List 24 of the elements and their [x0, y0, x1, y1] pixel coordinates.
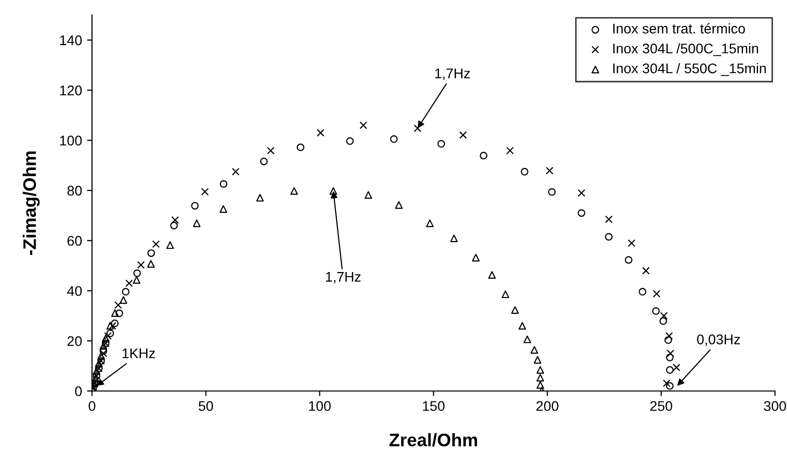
legend-label: Inox 304L / 550C _15min [613, 63, 766, 76]
annotation: 1,7Hz [435, 68, 470, 80]
y-tick-label: 60 [68, 236, 82, 246]
annotation: 1KHz [122, 348, 155, 358]
x-tick-label: 200 [536, 401, 558, 411]
x-tick-label: 50 [198, 401, 214, 411]
y-tick-label: 140 [60, 35, 82, 46]
x-tick-label: 100 [309, 401, 331, 411]
y-tick-label: 80 [67, 186, 82, 196]
annotation: 0,03Hz [697, 334, 740, 346]
annotation: 1,7Hz [326, 272, 361, 284]
x-tick-label: 0 [88, 401, 96, 411]
x-axis-title: Zreal/Ohm [389, 433, 478, 447]
y-tick-label: 40 [67, 286, 82, 296]
x-tick-label: 150 [422, 401, 445, 411]
y-axis-title: -Zimag/Ohm [22, 151, 40, 255]
x-tick-label: 250 [650, 401, 672, 411]
y-tick-label: 20 [68, 336, 82, 346]
y-tick-label: 120 [60, 86, 82, 96]
legend-label: Inox 304L /500C_15min [613, 43, 758, 56]
y-tick-label: 100 [60, 136, 82, 146]
y-tick-label: 0 [75, 386, 82, 396]
x-tick-label: 300 [764, 401, 786, 411]
legend-label: Inox sem trat. térmico [613, 23, 745, 34]
